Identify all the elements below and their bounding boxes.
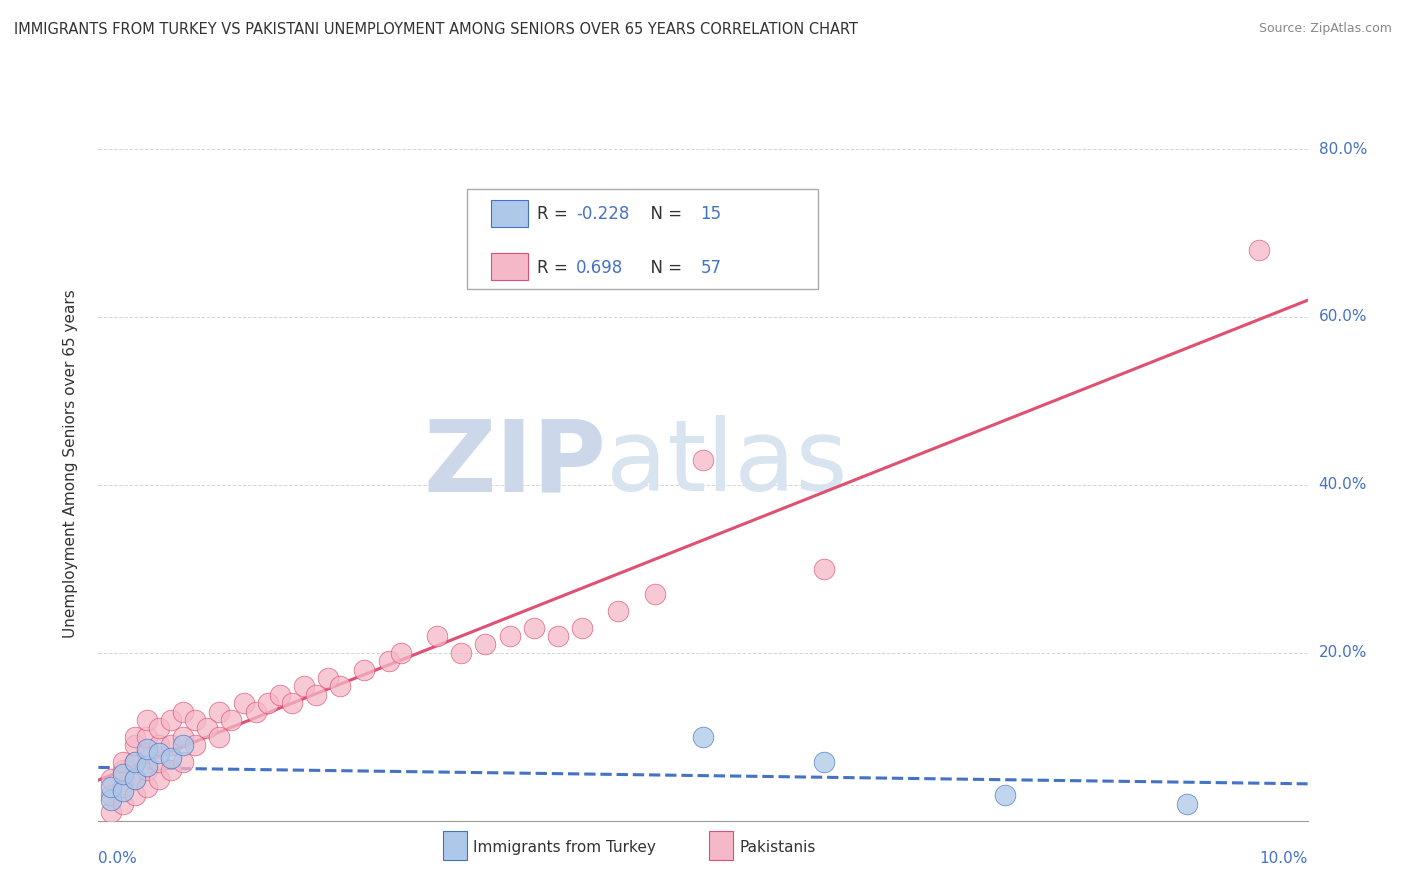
Point — [692, 730, 714, 744]
Point — [256, 696, 278, 710]
Point — [994, 789, 1017, 803]
Text: 0.698: 0.698 — [576, 259, 623, 277]
Point — [184, 713, 207, 727]
Point — [184, 738, 207, 752]
Text: N =: N = — [640, 205, 688, 223]
Point — [135, 780, 157, 794]
Point — [135, 742, 157, 756]
Point — [160, 713, 183, 727]
Text: 80.0%: 80.0% — [1319, 142, 1367, 156]
Point — [100, 805, 122, 820]
Bar — [492, 200, 527, 227]
Point — [221, 713, 243, 727]
Point — [813, 755, 835, 769]
Point — [329, 679, 352, 693]
Point — [195, 721, 218, 735]
Point — [160, 764, 183, 778]
Point — [111, 780, 134, 794]
Point — [172, 730, 194, 744]
Point — [269, 688, 291, 702]
Point — [1249, 243, 1271, 257]
FancyBboxPatch shape — [467, 189, 818, 289]
Text: 0.0%: 0.0% — [98, 851, 138, 866]
Text: ZIP: ZIP — [423, 416, 606, 512]
Point — [245, 705, 267, 719]
Point — [135, 759, 157, 773]
Point — [474, 637, 496, 651]
Point — [160, 738, 183, 752]
Point — [281, 696, 304, 710]
Point — [208, 730, 231, 744]
Point — [135, 713, 157, 727]
Point — [124, 738, 146, 752]
Point — [232, 696, 254, 710]
Y-axis label: Unemployment Among Seniors over 65 years: Unemployment Among Seniors over 65 years — [63, 290, 77, 638]
Text: 40.0%: 40.0% — [1319, 477, 1367, 492]
Point — [135, 747, 157, 761]
Text: R =: R = — [537, 259, 574, 277]
Point — [644, 587, 666, 601]
Text: Immigrants from Turkey: Immigrants from Turkey — [474, 840, 657, 855]
Point — [124, 772, 146, 786]
Point — [571, 621, 593, 635]
Point — [135, 764, 157, 778]
Point — [498, 629, 520, 643]
Point — [160, 750, 183, 764]
Point — [607, 604, 630, 618]
Text: Pakistanis: Pakistanis — [740, 840, 815, 855]
Point — [1175, 797, 1198, 811]
Point — [148, 747, 170, 761]
Text: 57: 57 — [700, 259, 721, 277]
Point — [111, 784, 134, 798]
Point — [450, 646, 472, 660]
Text: 15: 15 — [700, 205, 721, 223]
Point — [305, 688, 328, 702]
Point — [148, 738, 170, 752]
Point — [124, 755, 146, 769]
Point — [111, 755, 134, 769]
Point — [148, 755, 170, 769]
Point — [124, 789, 146, 803]
Point — [426, 629, 449, 643]
Bar — [443, 831, 467, 860]
Bar — [492, 253, 527, 280]
Point — [292, 679, 315, 693]
Point — [547, 629, 569, 643]
Point — [124, 730, 146, 744]
Point — [692, 452, 714, 467]
Text: IMMIGRANTS FROM TURKEY VS PAKISTANI UNEMPLOYMENT AMONG SENIORS OVER 65 YEARS COR: IMMIGRANTS FROM TURKEY VS PAKISTANI UNEM… — [14, 22, 858, 37]
Point — [148, 721, 170, 735]
Point — [208, 705, 231, 719]
Point — [100, 792, 122, 806]
Point — [135, 730, 157, 744]
Text: 10.0%: 10.0% — [1260, 851, 1308, 866]
Point — [377, 654, 399, 668]
Text: N =: N = — [640, 259, 688, 277]
Point — [172, 705, 194, 719]
Point — [172, 755, 194, 769]
Text: 20.0%: 20.0% — [1319, 645, 1367, 660]
Point — [172, 738, 194, 752]
Text: Source: ZipAtlas.com: Source: ZipAtlas.com — [1258, 22, 1392, 36]
Text: R =: R = — [537, 205, 574, 223]
Point — [316, 671, 339, 685]
Text: -0.228: -0.228 — [576, 205, 630, 223]
Point — [523, 621, 546, 635]
Point — [111, 797, 134, 811]
Point — [100, 789, 122, 803]
Point — [148, 772, 170, 786]
Point — [353, 663, 375, 677]
Bar — [709, 831, 734, 860]
Point — [100, 780, 122, 794]
Text: atlas: atlas — [606, 416, 848, 512]
Text: 60.0%: 60.0% — [1319, 310, 1367, 325]
Point — [100, 772, 122, 786]
Point — [111, 764, 134, 778]
Point — [124, 755, 146, 769]
Point — [813, 562, 835, 576]
Point — [124, 772, 146, 786]
Point — [389, 646, 412, 660]
Point — [111, 767, 134, 781]
